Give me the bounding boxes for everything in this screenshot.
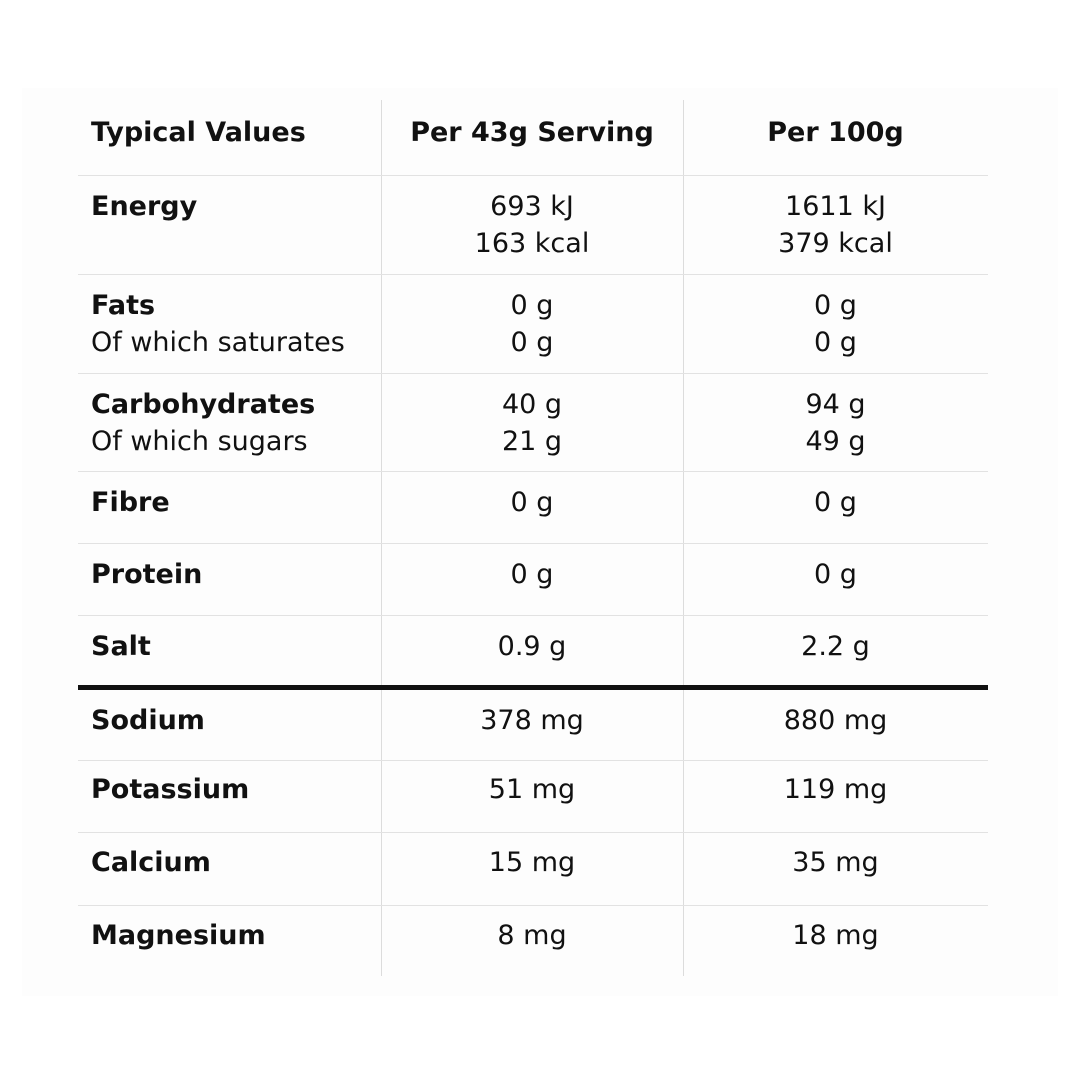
table-row: Sodium 378 mg 880 mg — [78, 690, 988, 761]
table-row: Calcium 15 mg 35 mg — [78, 833, 988, 906]
sugars-per100: 49 g — [805, 426, 866, 457]
row-label-energy: Energy — [91, 191, 198, 222]
saturates-serving: 0 g — [510, 327, 554, 358]
row-label-fats: Fats — [91, 290, 156, 321]
row-sublabel-sugars: Of which sugars — [91, 426, 308, 457]
energy-serving-kj: 693 kJ — [490, 191, 574, 222]
row-sublabel-saturates: Of which saturates — [91, 327, 345, 358]
table-background — [22, 88, 1058, 996]
fats-per100: 0 g — [814, 290, 857, 321]
row-label-salt: Salt — [91, 631, 151, 662]
fats-serving: 0 g — [510, 290, 554, 321]
sugars-serving: 21 g — [501, 426, 563, 457]
energy-per100-kcal: 379 kcal — [778, 228, 893, 259]
row-label-magnesium: Magnesium — [91, 920, 266, 951]
carbohydrates-serving: 40 g — [501, 389, 563, 420]
protein-per100: 0 g — [814, 559, 857, 590]
potassium-per100: 119 mg — [783, 774, 888, 805]
row-label-carbohydrates: Carbohydrates — [91, 389, 316, 420]
row-label-sodium: Sodium — [91, 705, 205, 736]
fibre-per100: 0 g — [814, 487, 857, 518]
header-typical-values: Typical Values — [91, 117, 306, 148]
table-row: Energy 693 kJ 163 kcal 1611 kJ 379 kcal — [78, 176, 988, 275]
protein-serving: 0 g — [510, 559, 554, 590]
row-label-calcium: Calcium — [91, 847, 211, 878]
table-row: Magnesium 8 mg 18 mg — [78, 906, 988, 976]
table-row: Potassium 51 mg 119 mg — [78, 761, 988, 833]
column-divider — [683, 100, 684, 976]
table-row: Carbohydrates Of which sugars 40 g 21 g … — [78, 374, 988, 472]
salt-per100: 2.2 g — [801, 631, 870, 662]
potassium-serving: 51 mg — [488, 774, 576, 805]
magnesium-serving: 8 mg — [497, 920, 567, 951]
calcium-serving: 15 mg — [488, 847, 576, 878]
calcium-per100: 35 mg — [792, 847, 879, 878]
sodium-per100: 880 mg — [783, 705, 888, 736]
magnesium-per100: 18 mg — [792, 920, 879, 951]
sodium-serving: 378 mg — [480, 705, 584, 736]
fibre-serving: 0 g — [510, 487, 554, 518]
table-header: Typical Values Per 43g Serving Per 100g — [78, 97, 988, 176]
carbohydrates-per100: 94 g — [805, 389, 866, 420]
table-row: Fibre 0 g 0 g — [78, 472, 988, 544]
row-label-fibre: Fibre — [91, 487, 170, 518]
table-row: Salt 0.9 g 2.2 g — [78, 616, 988, 690]
column-divider — [381, 100, 382, 976]
row-label-potassium: Potassium — [91, 774, 250, 805]
table-row: Protein 0 g 0 g — [78, 544, 988, 616]
row-label-protein: Protein — [91, 559, 203, 590]
energy-per100-kj: 1611 kJ — [785, 191, 886, 222]
salt-serving: 0.9 g — [497, 631, 567, 662]
header-per-serving: Per 43g Serving — [410, 117, 654, 148]
header-per-100g: Per 100g — [767, 117, 904, 148]
energy-serving-kcal: 163 kcal — [474, 228, 590, 259]
table-row: Fats Of which saturates 0 g 0 g 0 g 0 g — [78, 275, 988, 374]
saturates-per100: 0 g — [814, 327, 857, 358]
